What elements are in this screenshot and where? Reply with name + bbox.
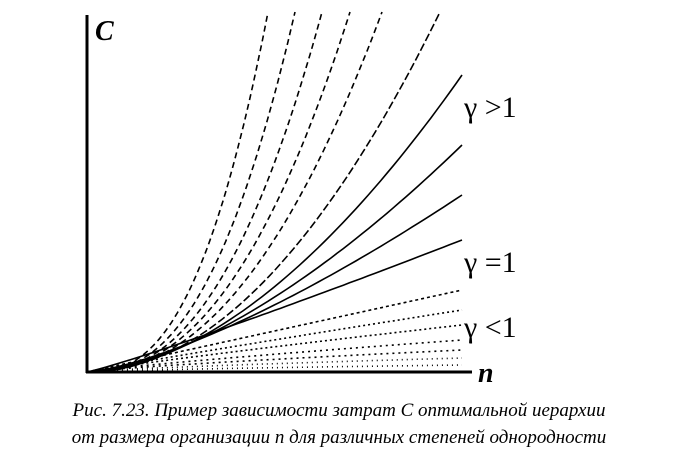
annotation: γ <1 [463,311,517,344]
curve [86,324,463,373]
curve [86,289,463,373]
x-axis-label: n [478,358,494,389]
caption-line: от размера организации n для различных с… [72,427,607,448]
curve [87,11,323,373]
curve [86,309,463,373]
curve [87,11,351,373]
curve [86,74,463,373]
curve [87,11,383,373]
curve [86,339,463,373]
curve [86,349,463,373]
caption-line: Рис. 7.23. Пример зависимости затрат C о… [72,400,606,421]
curve [86,11,441,373]
curve [86,144,463,373]
curve [86,239,463,373]
curve [87,11,296,373]
annotation: γ >1 [463,91,517,124]
y-axis-label: C [95,16,114,47]
curves [86,11,463,373]
curve [86,194,463,373]
annotation: γ =1 [463,246,517,279]
